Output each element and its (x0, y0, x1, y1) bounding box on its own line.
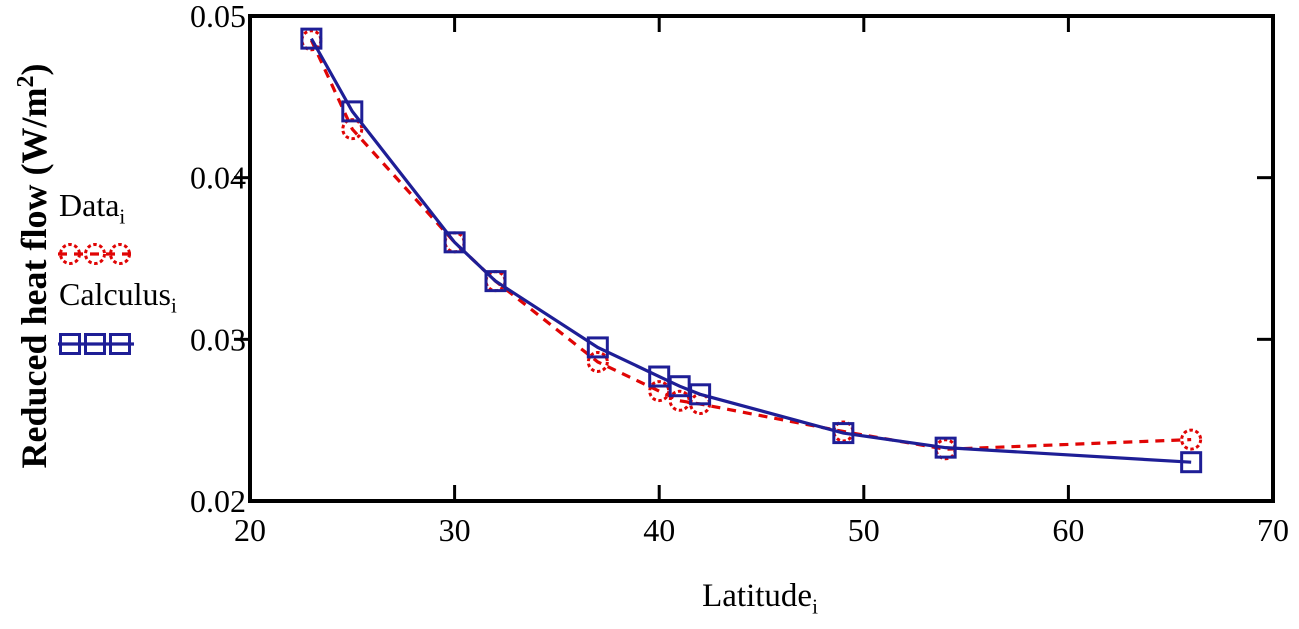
svg-text:0.02: 0.02 (190, 483, 246, 519)
legend: Datai Calculusi (56, 188, 206, 367)
legend-label-calculus-subscript: i (170, 293, 177, 318)
legend-marker-calculus-icon (58, 332, 134, 355)
legend-label-data: Datai (59, 188, 206, 233)
legend-label-calculus-text: Calculus (59, 276, 171, 313)
x-axis-title-subscript: i (812, 594, 818, 619)
y-axis-title-close: ) (14, 63, 54, 76)
svg-text:70: 70 (1257, 512, 1289, 548)
y-axis-title-text: Reduced heat flow (W/m (14, 87, 54, 469)
svg-text:0.05: 0.05 (190, 0, 246, 34)
svg-text:20: 20 (234, 512, 266, 548)
y-axis-title-superscript: 2 (13, 75, 39, 88)
svg-text:30: 30 (439, 512, 471, 548)
x-axis-title-text: Latitude (702, 578, 813, 614)
plot-border (248, 14, 1275, 503)
svg-text:60: 60 (1052, 512, 1084, 548)
axis-tick-labels: 20 30 40 50 60 70 0.02 0.03 0.04 0.05 (190, 0, 1289, 548)
svg-text:0.04: 0.04 (190, 160, 246, 196)
series-calculus-trace (300, 27, 1203, 474)
series-data-trace (300, 29, 1203, 461)
axis-ticks (234, 18, 1271, 499)
legend-label-data-text: Data (59, 187, 120, 223)
svg-text:0.03: 0.03 (190, 321, 246, 357)
legend-marker-data-icon (58, 243, 134, 266)
y-axis-title: Reduced heat flow (W/m2) (3, 34, 54, 498)
svg-text:50: 50 (848, 512, 880, 548)
svg-text:40: 40 (643, 512, 675, 548)
legend-label-data-subscript: i (119, 204, 126, 229)
x-axis-title: Latitudei (610, 578, 910, 620)
legend-label-calculus: Calculusi (59, 277, 206, 322)
